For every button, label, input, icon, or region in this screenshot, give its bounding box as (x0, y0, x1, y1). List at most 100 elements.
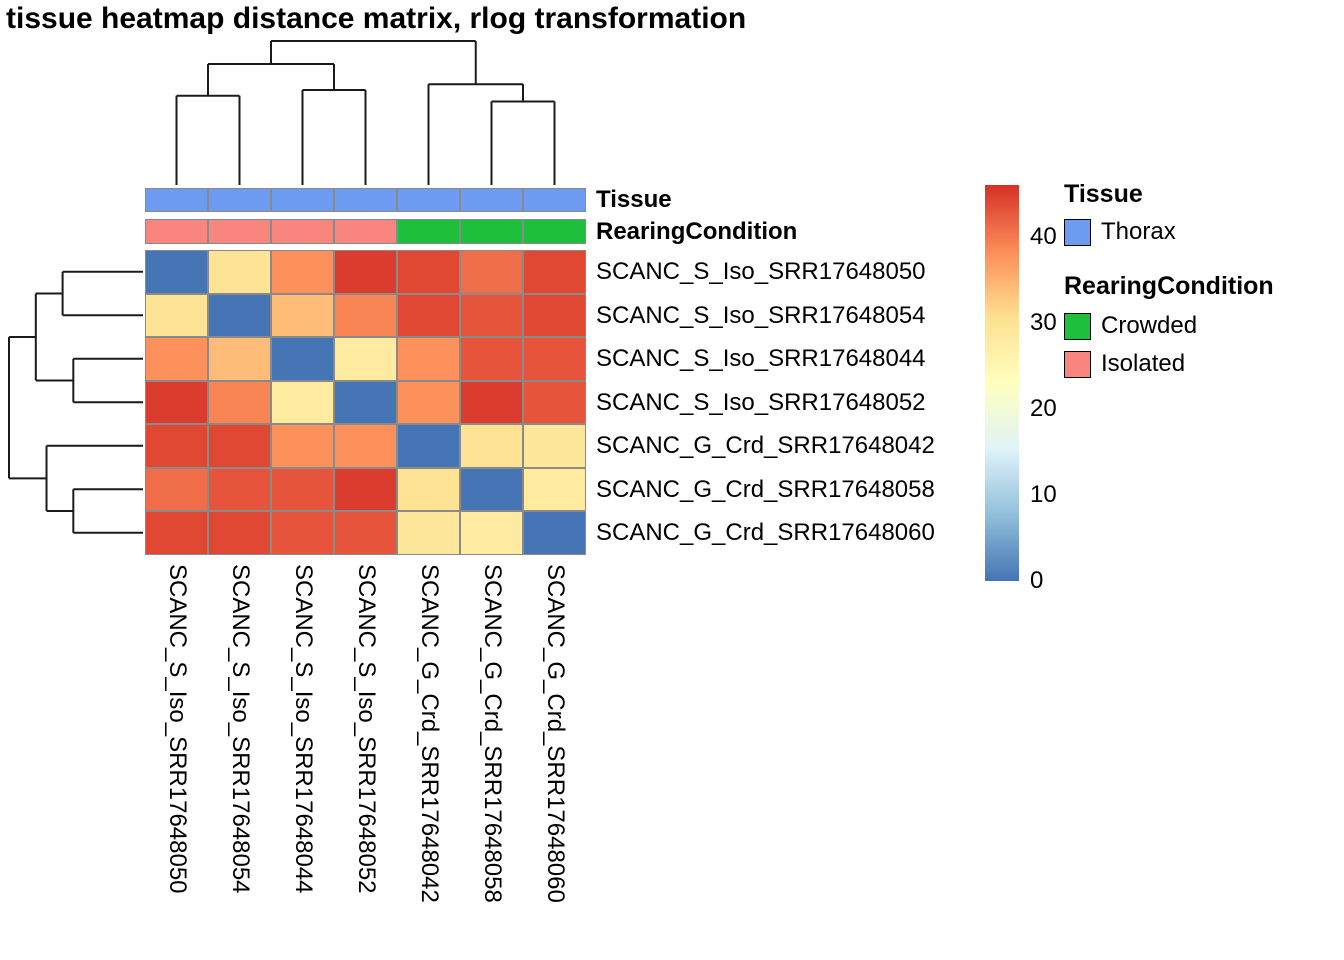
color-scale-tick-label: 0 (1030, 567, 1044, 594)
row-label: SCANC_G_Crd_SRR17648060 (596, 519, 935, 546)
heatmap-cell (397, 424, 460, 468)
heatmap-cell (334, 250, 397, 294)
heatmap-cell (334, 380, 397, 424)
heatmap-cell (334, 511, 397, 555)
row-label: SCANC_S_Iso_SRR17648054 (596, 301, 926, 329)
heatmap-cell (523, 250, 586, 294)
heatmap-cell (397, 467, 460, 511)
heatmap-cell (145, 424, 208, 468)
heatmap-cell (145, 250, 208, 294)
heatmap-cell (460, 511, 523, 555)
heatmap-grid (145, 250, 586, 555)
heatmap-cell (523, 467, 586, 511)
annotation-cell (208, 188, 271, 212)
heatmap-cell (460, 250, 523, 294)
heatmap-cell (334, 337, 397, 381)
col-label: SCANC_S_Iso_SRR17648052 (352, 564, 380, 894)
rearing-annotation-bar (145, 219, 586, 244)
heatmap-cell (271, 467, 334, 511)
heatmap-cell (460, 424, 523, 468)
col-label: SCANC_S_Iso_SRR17648050 (163, 564, 191, 894)
legend-swatch (1064, 350, 1091, 378)
heatmap-cell (460, 467, 523, 511)
row-label: SCANC_G_Crd_SRR17648042 (596, 432, 935, 459)
col-label: SCANC_G_Crd_SRR17648042 (415, 564, 443, 903)
heatmap-cell (208, 424, 271, 468)
heatmap-cell (145, 467, 208, 511)
heatmap-cell (271, 337, 334, 381)
annotation-cell (460, 219, 523, 244)
color-scale-bar (985, 185, 1019, 581)
legend-item-label: Thorax (1101, 218, 1176, 245)
legend-rearing-title: RearingCondition (1064, 272, 1274, 300)
heatmap-cell (523, 337, 586, 381)
heatmap-cell (397, 293, 460, 337)
annotation-cell (397, 188, 460, 212)
annotation-cell (460, 188, 523, 212)
heatmap-cell (523, 380, 586, 424)
heatmap-cell (334, 424, 397, 468)
row-label: SCANC_S_Iso_SRR17648052 (596, 388, 926, 416)
legend-swatch (1064, 312, 1091, 340)
row-label: SCANC_G_Crd_SRR17648058 (596, 475, 935, 503)
heatmap-cell (145, 380, 208, 424)
heatmap-cell (397, 337, 460, 381)
col-label: SCANC_S_Iso_SRR17648054 (226, 564, 254, 894)
heatmap-cell (208, 380, 271, 424)
color-scale-tick-label: 20 (1030, 394, 1057, 422)
legend-swatch (1064, 218, 1091, 246)
heatmap-cell (208, 337, 271, 381)
annotation-cell (334, 219, 397, 244)
heatmap-cell (271, 380, 334, 424)
heatmap-cell (145, 337, 208, 381)
rearing-annotation-label: RearingCondition (596, 218, 798, 245)
annotation-cell (271, 188, 334, 212)
annotation-cell (523, 219, 586, 244)
heatmap-cell (523, 511, 586, 555)
col-label: SCANC_S_Iso_SRR17648044 (289, 564, 317, 894)
legend-item: Thorax (1064, 218, 1176, 246)
annotation-cell (523, 188, 586, 212)
heatmap-cell (271, 511, 334, 555)
col-label: SCANC_G_Crd_SRR17648060 (541, 564, 569, 903)
heatmap-cell (271, 424, 334, 468)
heatmap-cell (208, 293, 271, 337)
heatmap-cell (271, 293, 334, 337)
heatmap-cell (271, 250, 334, 294)
legend-item: Crowded (1064, 312, 1197, 340)
annotation-cell (208, 219, 271, 244)
heatmap-cell (208, 511, 271, 555)
column-dendrogram (175, 40, 556, 185)
heatmap-cell (397, 380, 460, 424)
annotation-cell (145, 188, 208, 212)
row-label: SCANC_S_Iso_SRR17648050 (596, 258, 926, 285)
chart-title: tissue heatmap distance matrix, rlog tra… (6, 2, 747, 35)
heatmap-cell (460, 293, 523, 337)
annotation-cell (397, 219, 460, 244)
row-dendrogram (8, 270, 143, 534)
legend-tissue-title: Tissue (1064, 180, 1143, 208)
heatmap-cell (208, 467, 271, 511)
heatmap-cell (145, 511, 208, 555)
heatmap-cell (397, 250, 460, 294)
heatmap-cell (334, 293, 397, 337)
color-scale-tick-label: 10 (1030, 480, 1057, 508)
color-scale-tick-label: 40 (1030, 222, 1057, 250)
heatmap-cell (208, 250, 271, 294)
annotation-cell (334, 188, 397, 212)
heatmap-cell (460, 337, 523, 381)
heatmap-cell (397, 511, 460, 555)
tissue-annotation-label: Tissue (596, 186, 672, 213)
annotation-cell (271, 219, 334, 244)
heatmap-cell (145, 293, 208, 337)
legend-item: Isolated (1064, 350, 1185, 378)
legend-item-label: Isolated (1101, 350, 1186, 377)
legend-item-label: Crowded (1101, 312, 1198, 339)
annotation-cell (145, 219, 208, 244)
heatmap-cell (334, 467, 397, 511)
heatmap-cell (523, 293, 586, 337)
col-label: SCANC_G_Crd_SRR17648058 (478, 564, 506, 903)
heatmap-cell (523, 424, 586, 468)
heatmap-cell (460, 380, 523, 424)
tissue-annotation-bar (145, 188, 586, 212)
